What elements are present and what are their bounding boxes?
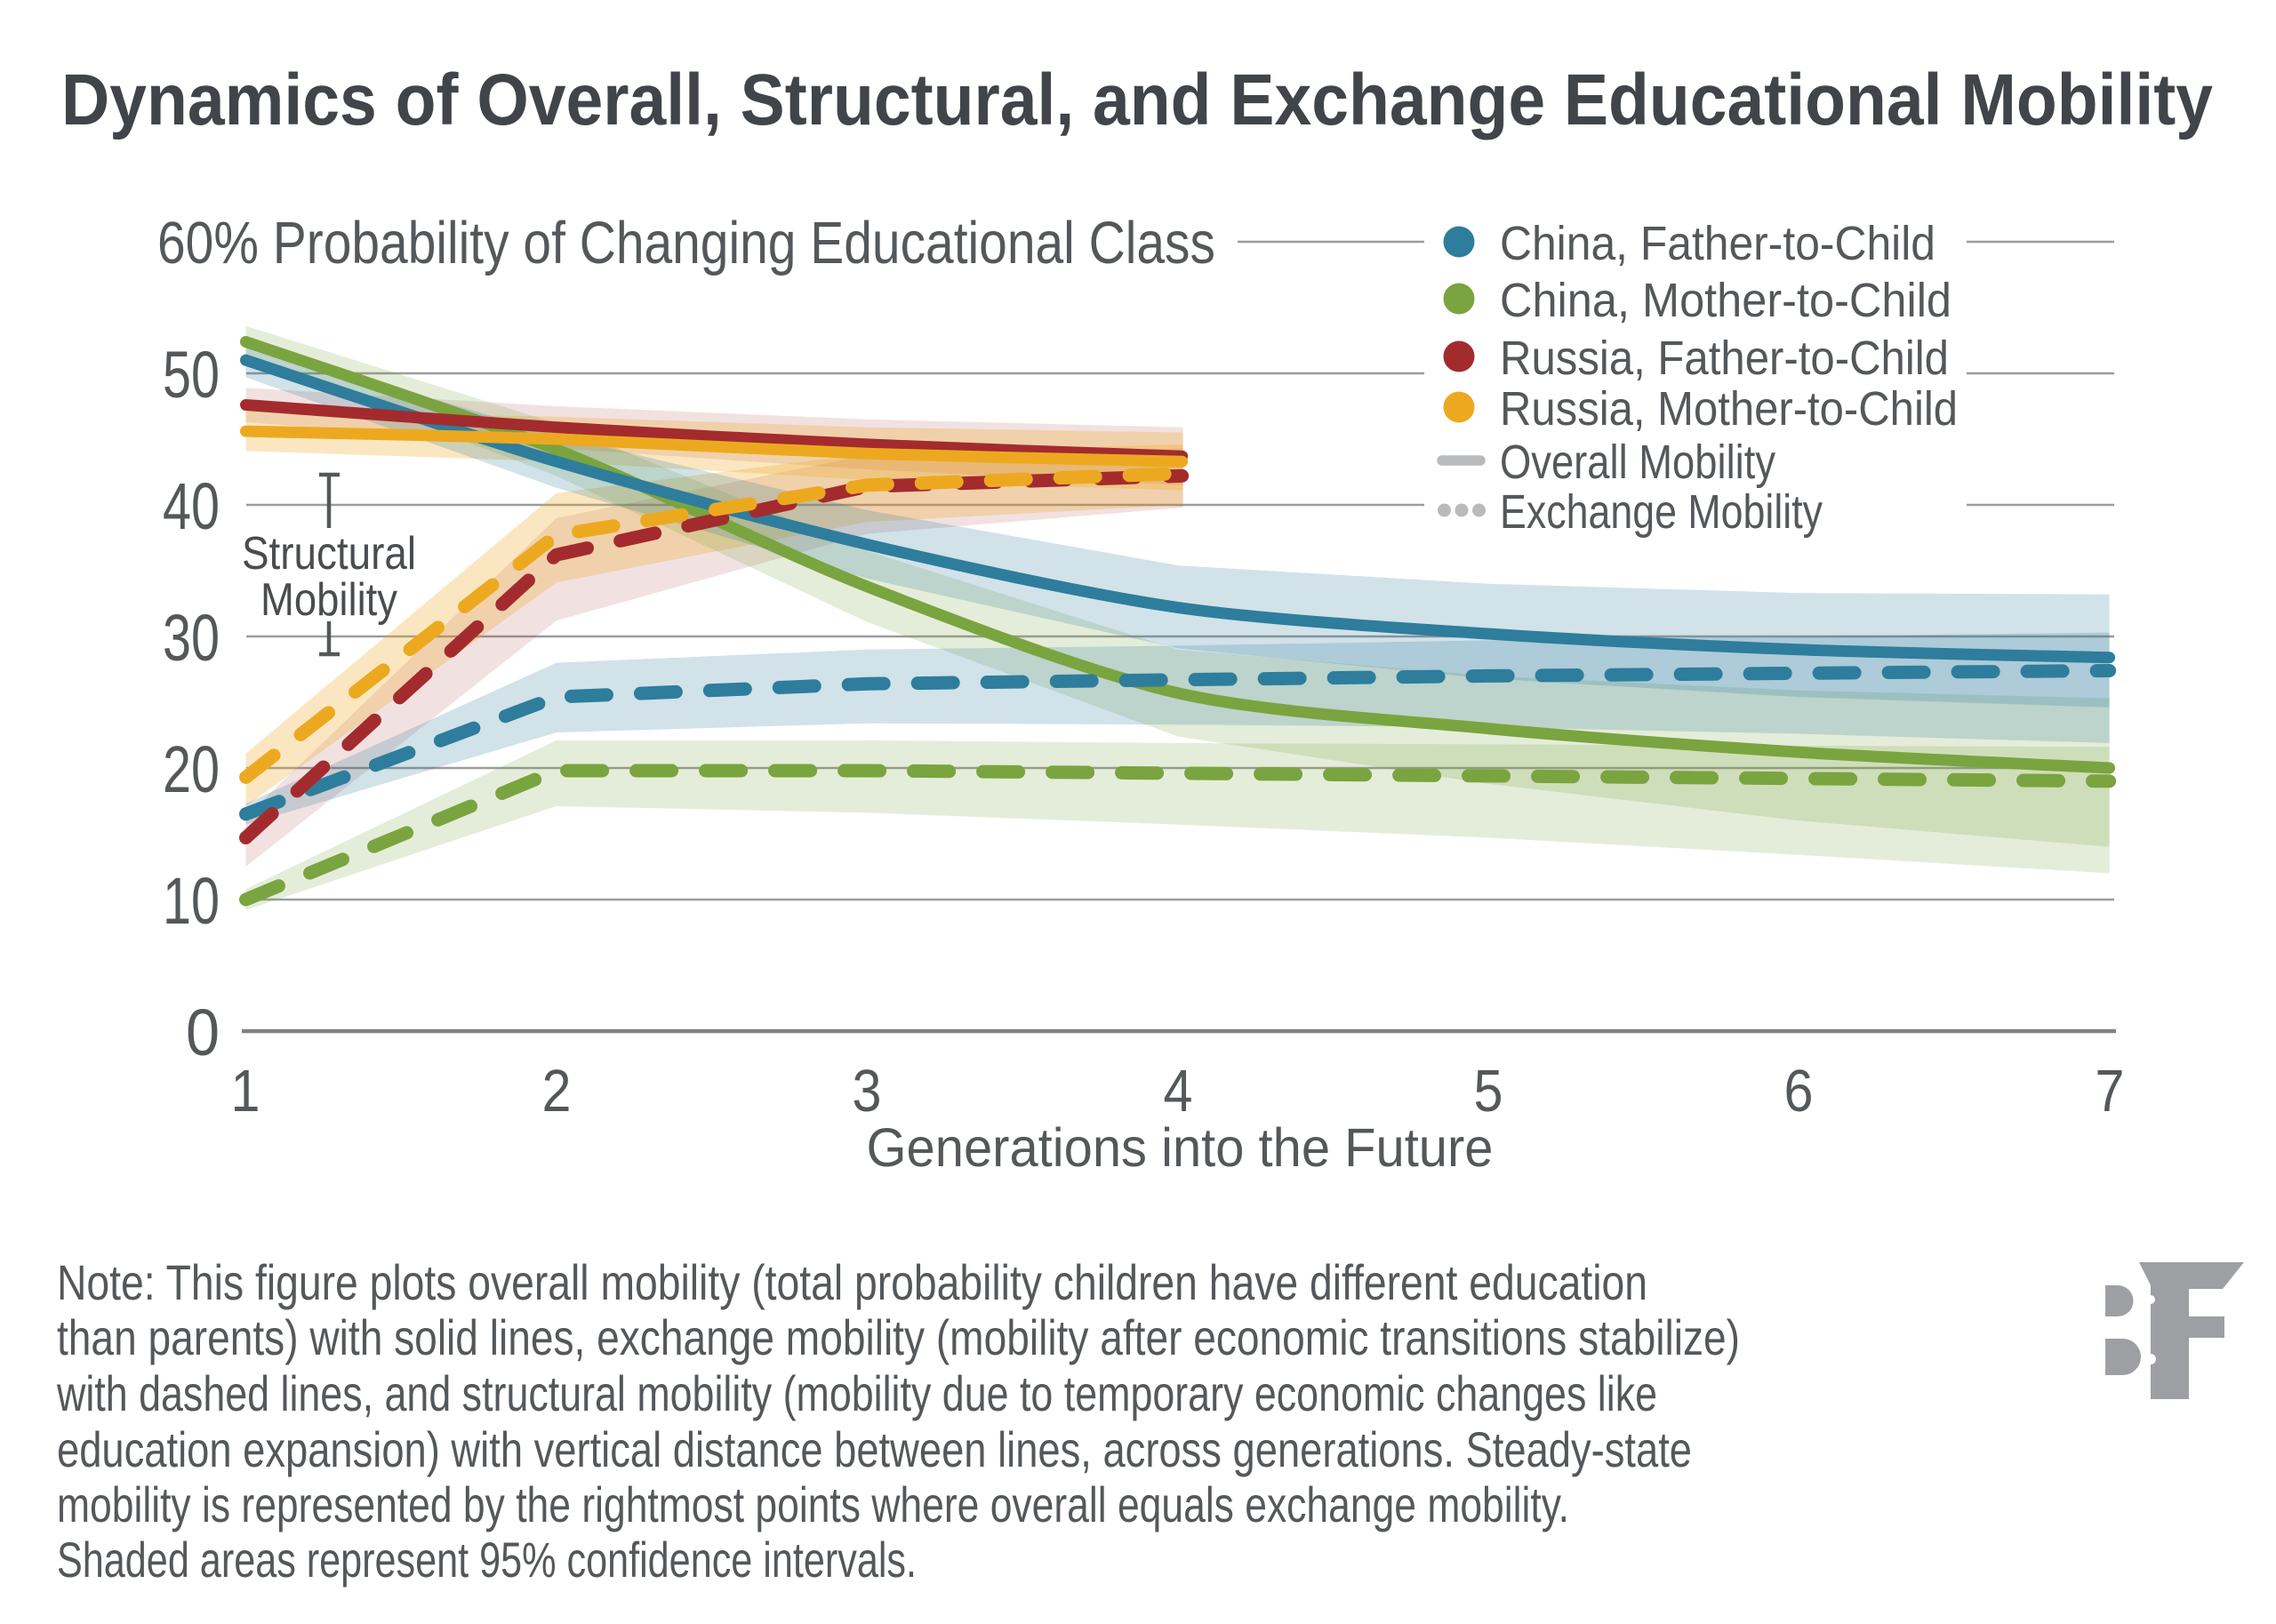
svg-text:Generations into the Future: Generations into the Future (867, 1117, 1494, 1178)
svg-text:1: 1 (231, 1058, 260, 1124)
svg-text:40: 40 (163, 469, 220, 543)
svg-text:Shaded areas represent 95% con: Shaded areas represent 95% confidence in… (57, 1532, 917, 1588)
svg-text:Russia, Mother-to-Child: Russia, Mother-to-Child (1500, 382, 1958, 436)
svg-text:China, Mother-to-Child: China, Mother-to-Child (1500, 274, 1951, 327)
svg-text:Mobility: Mobility (260, 574, 397, 626)
svg-text:4: 4 (1164, 1058, 1193, 1124)
svg-text:Note: This figure plots overal: Note: This figure plots overall mobility… (57, 1254, 1647, 1310)
svg-text:Structural: Structural (242, 528, 416, 580)
svg-text:with dashed lines, and structu: with dashed lines, and structural mobili… (56, 1365, 1657, 1421)
svg-text:50: 50 (163, 338, 220, 412)
svg-text:Russia, Father-to-Child: Russia, Father-to-Child (1500, 332, 1949, 385)
svg-text:Overall Mobility: Overall Mobility (1500, 436, 1775, 489)
svg-text:60% Probability of Changing Ed: 60% Probability of Changing Educational … (157, 210, 1215, 276)
svg-text:20: 20 (163, 732, 220, 806)
svg-text:than parents) with solid lines: than parents) with solid lines, exchange… (57, 1309, 1740, 1365)
svg-text:10: 10 (163, 864, 220, 938)
svg-text:mobility is represented by the: mobility is represented by the rightmost… (57, 1476, 1569, 1532)
svg-text:0: 0 (186, 996, 220, 1069)
svg-text:30: 30 (163, 601, 220, 675)
svg-text:China, Father-to-Child: China, Father-to-Child (1500, 217, 1935, 270)
svg-text:education expansion) with vert: education expansion) with vertical dista… (57, 1421, 1692, 1477)
svg-text:6: 6 (1784, 1058, 1814, 1124)
svg-text:3: 3 (853, 1058, 882, 1124)
svg-text:Exchange Mobility: Exchange Mobility (1500, 485, 1823, 539)
svg-text:7: 7 (2096, 1058, 2125, 1124)
svg-text:5: 5 (1474, 1058, 1503, 1124)
svg-text:Dynamics of Overall, Structura: Dynamics of Overall, Structural, and Exc… (61, 60, 2213, 140)
svg-text:2: 2 (542, 1058, 572, 1124)
